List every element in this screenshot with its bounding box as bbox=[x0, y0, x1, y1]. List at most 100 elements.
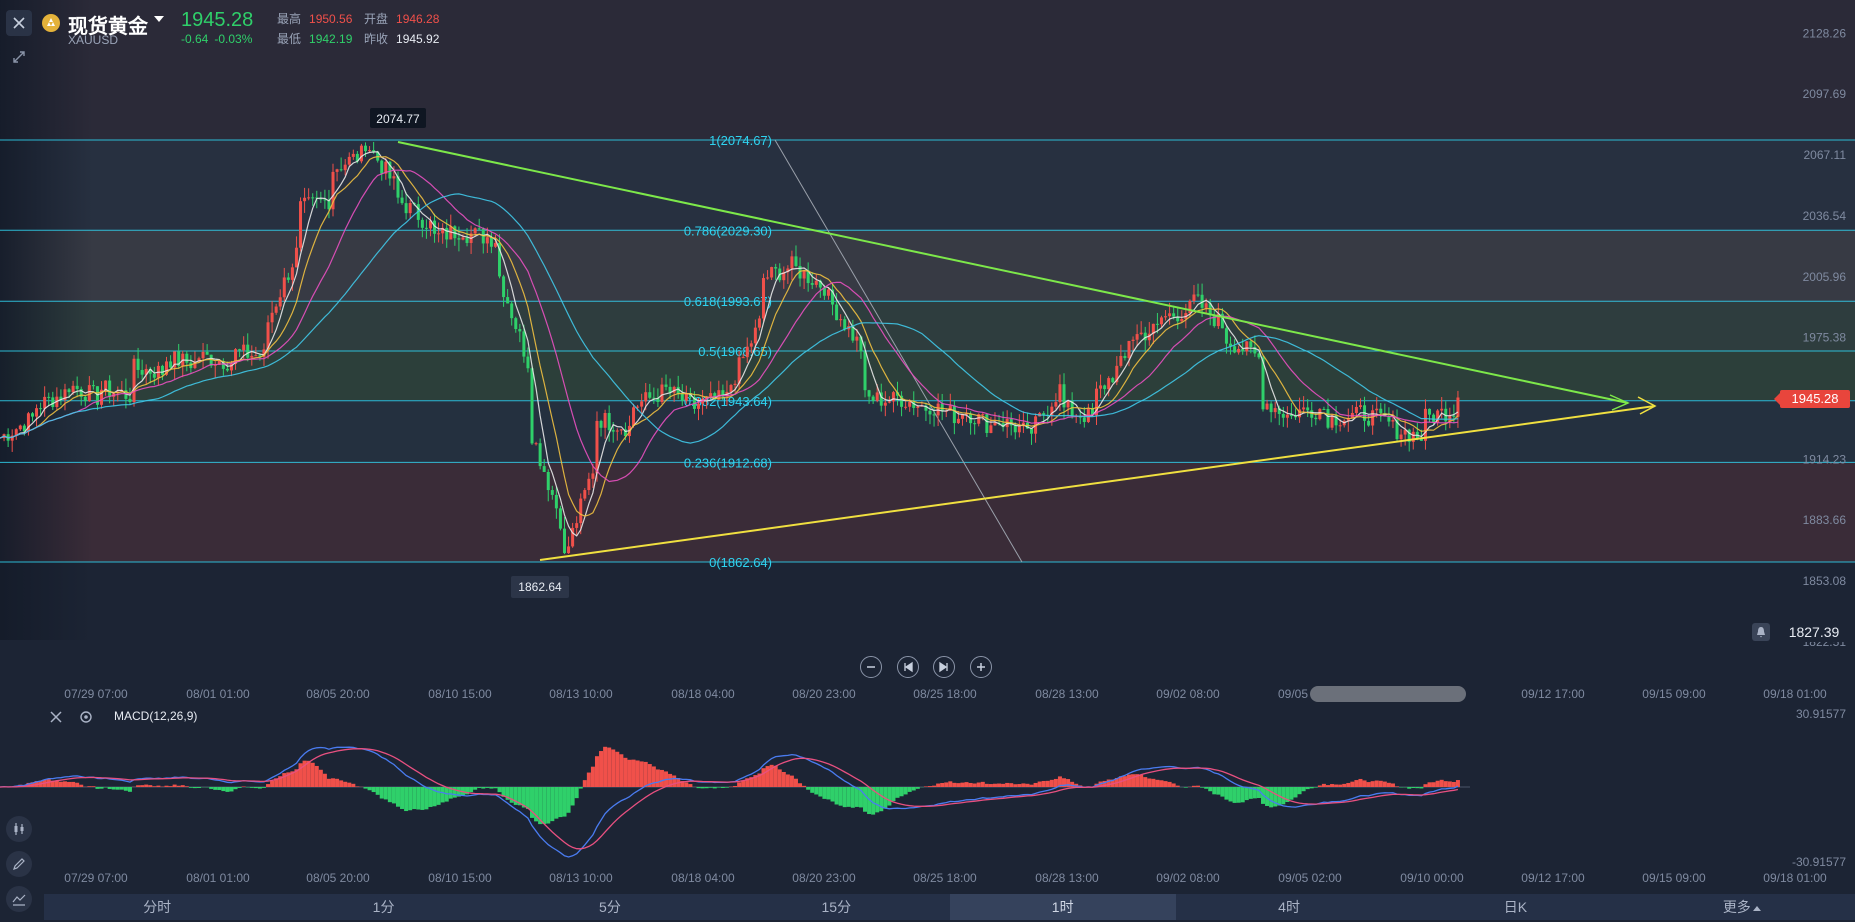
macd-bar bbox=[623, 757, 628, 787]
candle-body bbox=[717, 390, 721, 400]
candle-body bbox=[502, 276, 506, 298]
macd-bar bbox=[586, 772, 591, 787]
candlestick-icon bbox=[14, 823, 24, 835]
candle-body bbox=[1310, 410, 1314, 418]
macd-indicator-label[interactable]: MACD(12,26,9) bbox=[114, 709, 198, 723]
macd-bar bbox=[911, 787, 916, 791]
time-axis-label: 09/15 09:00 bbox=[1642, 871, 1706, 885]
macd-bar bbox=[391, 787, 396, 804]
macd-bar bbox=[789, 775, 794, 787]
candle-body bbox=[587, 478, 591, 491]
candle-body bbox=[1009, 418, 1013, 426]
candle-body bbox=[729, 385, 733, 392]
macd-bar bbox=[505, 787, 510, 800]
crosshair-price: 1827.39 bbox=[1778, 622, 1850, 642]
macd-bar bbox=[997, 783, 1002, 787]
macd-bar bbox=[765, 766, 770, 787]
macd-bar bbox=[1224, 787, 1229, 800]
time-axis-label: 08/13 10:00 bbox=[549, 687, 613, 701]
macd-bar bbox=[1455, 780, 1460, 787]
macd-bar bbox=[1244, 787, 1249, 801]
candle-body bbox=[392, 176, 396, 179]
interval-tab[interactable]: 15分 bbox=[723, 894, 949, 920]
interval-tab[interactable]: 日K bbox=[1402, 894, 1628, 920]
candle-body bbox=[908, 401, 912, 407]
macd-bar bbox=[290, 771, 295, 787]
interval-tab[interactable]: 更多 bbox=[1629, 894, 1855, 920]
scroll-end-button[interactable] bbox=[933, 656, 956, 678]
candle-body bbox=[63, 389, 67, 400]
candle-body bbox=[104, 380, 108, 390]
candle-body bbox=[152, 373, 156, 378]
macd-bar bbox=[737, 782, 742, 787]
candle-body bbox=[136, 358, 140, 370]
fullscreen-button[interactable] bbox=[6, 44, 32, 70]
symbol-dropdown-caret-icon[interactable] bbox=[154, 16, 164, 22]
candle-body bbox=[1212, 315, 1216, 327]
macd-bar bbox=[570, 787, 575, 806]
symbol-code: XAUUSD bbox=[68, 33, 119, 47]
macd-bar bbox=[221, 787, 226, 792]
macd-bar bbox=[1163, 781, 1168, 787]
upper-trendline[interactable] bbox=[397, 141, 1629, 404]
candle-body bbox=[1176, 316, 1180, 322]
macd-bar bbox=[172, 784, 177, 787]
interval-tab[interactable]: 1时 bbox=[949, 894, 1176, 920]
interval-tab[interactable]: 分时 bbox=[44, 894, 270, 920]
scroll-start-button[interactable] bbox=[896, 656, 919, 678]
macd-bar bbox=[745, 778, 750, 787]
candle-body bbox=[981, 414, 985, 416]
candle-body bbox=[1249, 341, 1253, 348]
macd-bar bbox=[891, 787, 896, 802]
time-axis-label: 08/28 13:00 bbox=[1035, 871, 1099, 885]
candle-style-button[interactable] bbox=[6, 816, 32, 842]
draw-tool-button[interactable] bbox=[6, 851, 32, 877]
stat-prev-close: 昨收 1945.92 bbox=[364, 32, 440, 46]
macd-bar bbox=[627, 759, 632, 787]
macd-settings-gear-icon[interactable] bbox=[78, 709, 94, 725]
macd-close-icon[interactable] bbox=[48, 709, 64, 725]
macd-bar bbox=[903, 787, 908, 795]
macd-bar bbox=[944, 782, 949, 787]
interval-tab[interactable]: 1分 bbox=[270, 894, 496, 920]
high-label-box bbox=[370, 108, 426, 128]
candle-body bbox=[916, 406, 920, 408]
candle-body bbox=[83, 396, 87, 402]
macd-bar bbox=[497, 787, 502, 793]
macd-bar bbox=[180, 785, 185, 787]
indicator-button[interactable] bbox=[6, 886, 32, 912]
candle-body bbox=[1302, 407, 1306, 410]
candle-body bbox=[843, 319, 847, 330]
close-chart-button[interactable] bbox=[6, 10, 32, 36]
lower-trendline[interactable] bbox=[539, 405, 1656, 561]
candle-body bbox=[437, 233, 441, 235]
time-axis-label: 08/28 13:00 bbox=[1035, 687, 1099, 701]
candle-body bbox=[896, 392, 900, 396]
macd-bar bbox=[1013, 784, 1018, 787]
time-axis-label: 09/15 09:00 bbox=[1642, 687, 1706, 701]
candle-body bbox=[753, 327, 757, 344]
price-axis-label: 1975.38 bbox=[1803, 331, 1847, 345]
macd-bar bbox=[87, 786, 92, 787]
interval-tab[interactable]: 4时 bbox=[1176, 894, 1402, 920]
price-axis[interactable]: 2128.26 2097.69 2067.11 2036.54 2005.96 1975.… bbox=[1803, 26, 1847, 649]
candle-body bbox=[831, 289, 835, 305]
price-alert-bell-icon[interactable] bbox=[1752, 623, 1770, 641]
candle-body bbox=[1298, 409, 1302, 418]
zoom-in-button[interactable] bbox=[969, 656, 992, 678]
candle-body bbox=[1143, 332, 1147, 341]
candle-body bbox=[806, 270, 810, 284]
macd-bar bbox=[1159, 780, 1164, 787]
candle-body bbox=[420, 219, 424, 228]
zoom-out-button[interactable] bbox=[860, 656, 882, 678]
candle-body bbox=[989, 425, 993, 433]
macd-bar bbox=[558, 787, 563, 818]
symbol-name[interactable]: 现货黄金 bbox=[68, 16, 148, 38]
interval-tab[interactable]: 5分 bbox=[497, 894, 723, 920]
stat-high: 最高 1950.56 bbox=[277, 12, 353, 26]
candle-body bbox=[299, 201, 303, 248]
macd-bar bbox=[452, 787, 457, 798]
crosshair-time-blur bbox=[1310, 686, 1466, 702]
candle-body bbox=[1192, 294, 1196, 301]
